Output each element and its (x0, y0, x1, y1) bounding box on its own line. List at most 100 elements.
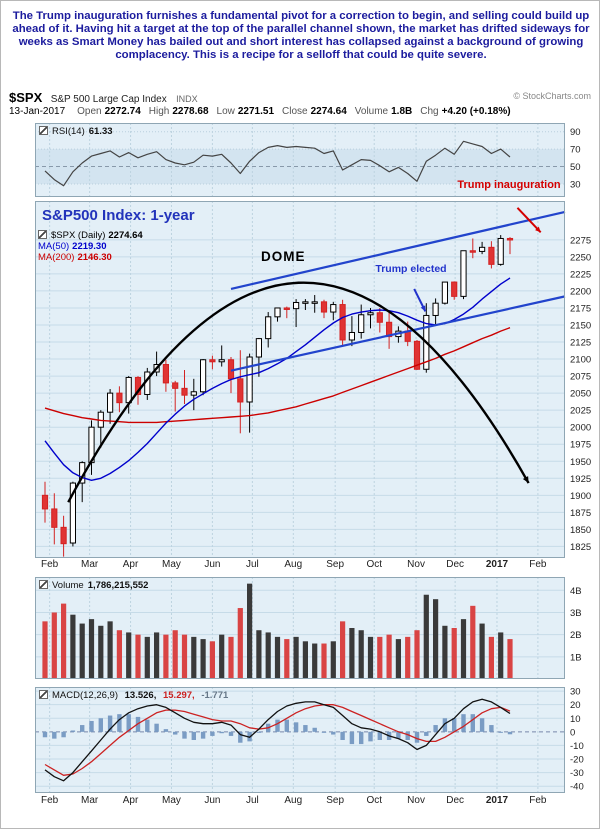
svg-text:1975: 1975 (570, 440, 591, 451)
svg-text:3B: 3B (570, 608, 582, 619)
chart-title: S&P500 Index: 1-year (42, 207, 195, 224)
svg-text:1950: 1950 (570, 457, 591, 468)
macd-hist-value: -1.771 (201, 690, 229, 701)
svg-text:1925: 1925 (570, 474, 591, 485)
legend-ma50-label: MA(50) (38, 241, 70, 252)
month-label: Jun (204, 559, 221, 570)
svg-text:1B: 1B (570, 652, 582, 663)
rsi-header: RSI(14) 61.33 (39, 126, 113, 137)
svg-text:2225: 2225 (570, 269, 591, 280)
month-label: Sep (326, 795, 345, 806)
month-label: Nov (407, 795, 425, 806)
svg-text:2275: 2275 (570, 235, 591, 246)
indicator-icon (38, 230, 47, 239)
rsi-value: 61.33 (88, 126, 113, 137)
legend-ma200-value: 2146.30 (77, 252, 112, 263)
svg-text:4B: 4B (570, 586, 582, 597)
svg-text:30: 30 (570, 179, 581, 190)
chart-header: $SPX S&P 500 Large Cap Index INDX (9, 89, 198, 107)
svg-text:-40: -40 (570, 782, 584, 793)
rsi-chart: 90 70 50 30 (35, 123, 581, 197)
month-label: Feb (41, 559, 59, 570)
macd-chart: 30 20 10 0 -10 -20 -30 -40 (35, 687, 584, 793)
commentary-text: The Trump inauguration furnishes a funda… (12, 10, 590, 61)
indicator-icon (39, 580, 48, 589)
month-label: Jul (245, 795, 259, 806)
macd-line-value: 13.526, (124, 690, 157, 701)
month-label: 2017 (485, 795, 509, 806)
svg-text:20: 20 (570, 700, 581, 711)
month-label: Apr (122, 559, 139, 570)
month-label: Dec (446, 559, 465, 570)
svg-text:50: 50 (570, 162, 581, 173)
month-axis-bottom: Feb Mar Apr May Jun Jul Aug Sep Oct Nov Dec 2017 Feb (1, 795, 599, 808)
volume-header: Volume 1,786,215,552 (39, 580, 148, 591)
month-label: Sep (326, 559, 345, 570)
svg-text:2175: 2175 (570, 303, 591, 314)
symbol-name: S&P 500 Large Cap Index (50, 94, 167, 105)
rsi-label: RSI(14) (52, 126, 85, 137)
month-label: Nov (407, 559, 425, 570)
svg-text:2050: 2050 (570, 389, 591, 400)
macd-signal-value: 15.297, (162, 690, 195, 701)
volume-chart: 4B 3B 2B 1B (35, 577, 582, 679)
legend-ma50-value: 2219.30 (72, 241, 107, 252)
month-axis-top: Feb Mar Apr May Jun Jul Aug Sep Oct Nov Dec 2017 Feb (1, 559, 599, 572)
svg-text:-10: -10 (570, 741, 584, 752)
volume-value: 1,786,215,552 (87, 580, 149, 591)
svg-text:0: 0 (570, 727, 575, 738)
svg-text:1825: 1825 (570, 542, 591, 553)
svg-text:-30: -30 (570, 768, 584, 779)
quote-label: Volume (354, 106, 389, 117)
month-label: Mar (81, 559, 99, 570)
svg-text:2125: 2125 (570, 338, 591, 349)
symbol: $SPX (9, 90, 43, 105)
quote-label: High (148, 106, 170, 117)
month-label: Oct (366, 559, 382, 570)
month-label: Feb (41, 795, 59, 806)
legend-ma50: MA(50) 2219.30 (38, 241, 143, 252)
svg-text:1850: 1850 (570, 525, 591, 536)
quote-items: Open 2272.74 High 2278.68 Low 2271.51 Close 227… (77, 106, 518, 117)
svg-text:30: 30 (570, 687, 581, 698)
month-label: Mar (81, 795, 99, 806)
quote-label: Chg (420, 106, 439, 117)
quote-value: 1.8B (391, 106, 413, 117)
month-label: Jun (204, 795, 221, 806)
month-label: Apr (122, 795, 139, 806)
legend-spx-value: 2274.64 (108, 230, 143, 241)
month-label: May (162, 559, 181, 570)
quote-value: +4.20 (+0.18%) (441, 106, 511, 117)
indicator-icon (39, 126, 48, 135)
month-label: 2017 (485, 559, 509, 570)
quote-line: 13-Jan-2017 Open 2272.74 High 2278.68 Low 2271… (9, 106, 519, 117)
indicator-icon (39, 690, 48, 699)
legend-ma200: MA(200) 2146.30 (38, 252, 143, 263)
quote-value: 2274.64 (310, 106, 347, 117)
svg-text:2000: 2000 (570, 423, 591, 434)
svg-text:70: 70 (570, 145, 581, 156)
quote-value: 2271.51 (237, 106, 275, 117)
macd-header: MACD(12,26,9) 13.526, 15.297, -1.771 (39, 690, 228, 701)
volume-label: Volume (52, 580, 84, 591)
price-legend: $SPX (Daily) 2274.64 MA(50) 2219.30 MA(200… (38, 230, 143, 263)
quote-date: 13-Jan-2017 (9, 106, 66, 117)
quote-label: Low (216, 106, 235, 117)
svg-text:1875: 1875 (570, 508, 591, 519)
symbol-exchange: INDX (176, 94, 198, 104)
trump-inauguration-annotation: Trump inauguration (457, 179, 561, 191)
svg-text:1900: 1900 (570, 491, 591, 502)
month-label: Feb (529, 559, 547, 570)
svg-text:-20: -20 (570, 755, 584, 766)
svg-text:2200: 2200 (570, 286, 591, 297)
svg-text:2150: 2150 (570, 320, 591, 331)
month-label: Jul (245, 559, 259, 570)
quote-value: 2278.68 (172, 106, 209, 117)
svg-text:2075: 2075 (570, 372, 591, 383)
month-label: Aug (284, 559, 303, 570)
dome-label: DOME (261, 249, 306, 264)
month-label: Feb (529, 795, 547, 806)
svg-text:2B: 2B (570, 630, 582, 641)
svg-text:2250: 2250 (570, 252, 591, 263)
